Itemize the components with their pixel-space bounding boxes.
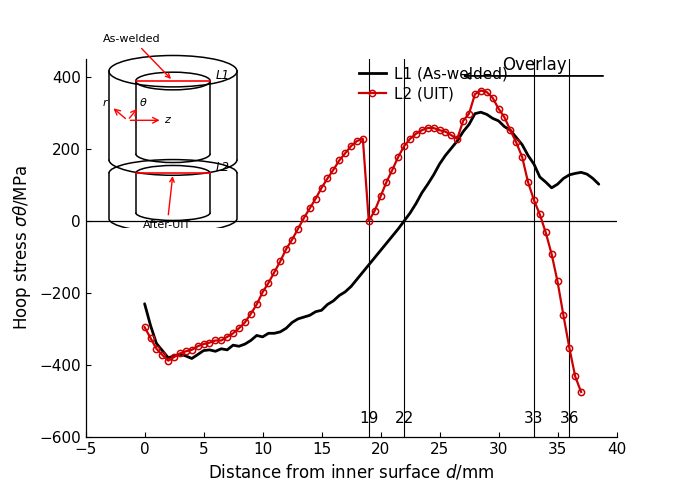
L2 (UIT) xyxy=(506,127,514,133)
Line: L2 (UIT): L2 (UIT) xyxy=(142,87,584,395)
Text: After-UIT: After-UIT xyxy=(143,178,191,230)
Legend: L1 (As-welded), L2 (UIT): L1 (As-welded), L2 (UIT) xyxy=(359,67,508,101)
Text: L2: L2 xyxy=(216,162,230,174)
L2 (UIT) xyxy=(495,106,503,111)
L1 (As-welded) xyxy=(400,218,408,224)
Line: L1 (As-welded): L1 (As-welded) xyxy=(145,112,599,358)
L2 (UIT) xyxy=(176,351,184,356)
L2 (UIT) xyxy=(577,389,585,395)
Text: $r$: $r$ xyxy=(102,97,109,108)
L1 (As-welded) xyxy=(595,181,603,187)
L1 (As-welded) xyxy=(347,283,355,289)
L1 (As-welded) xyxy=(300,314,308,320)
Text: Overlay: Overlay xyxy=(502,55,566,74)
L1 (As-welded) xyxy=(188,355,196,361)
L2 (UIT) xyxy=(471,91,479,97)
Text: 19: 19 xyxy=(359,411,378,426)
Text: 22: 22 xyxy=(395,411,414,426)
X-axis label: Distance from inner surface $d$/mm: Distance from inner surface $d$/mm xyxy=(208,463,494,481)
Y-axis label: Hoop stress $\sigma\theta$/MPa: Hoop stress $\sigma\theta$/MPa xyxy=(12,165,34,330)
Text: L1: L1 xyxy=(216,69,230,82)
L1 (As-welded) xyxy=(335,293,343,299)
L2 (UIT) xyxy=(488,95,497,101)
L2 (UIT) xyxy=(140,324,149,330)
L2 (UIT) xyxy=(536,212,544,218)
Text: 33: 33 xyxy=(524,411,544,426)
L1 (As-welded) xyxy=(241,341,249,347)
Text: 36: 36 xyxy=(560,411,579,426)
L1 (As-welded) xyxy=(477,109,485,115)
Text: $\theta$: $\theta$ xyxy=(139,96,148,108)
L1 (As-welded) xyxy=(140,301,149,307)
Text: As-welded: As-welded xyxy=(103,34,170,78)
L1 (As-welded) xyxy=(306,312,314,318)
L2 (UIT) xyxy=(477,88,485,94)
Text: $z$: $z$ xyxy=(164,115,172,125)
